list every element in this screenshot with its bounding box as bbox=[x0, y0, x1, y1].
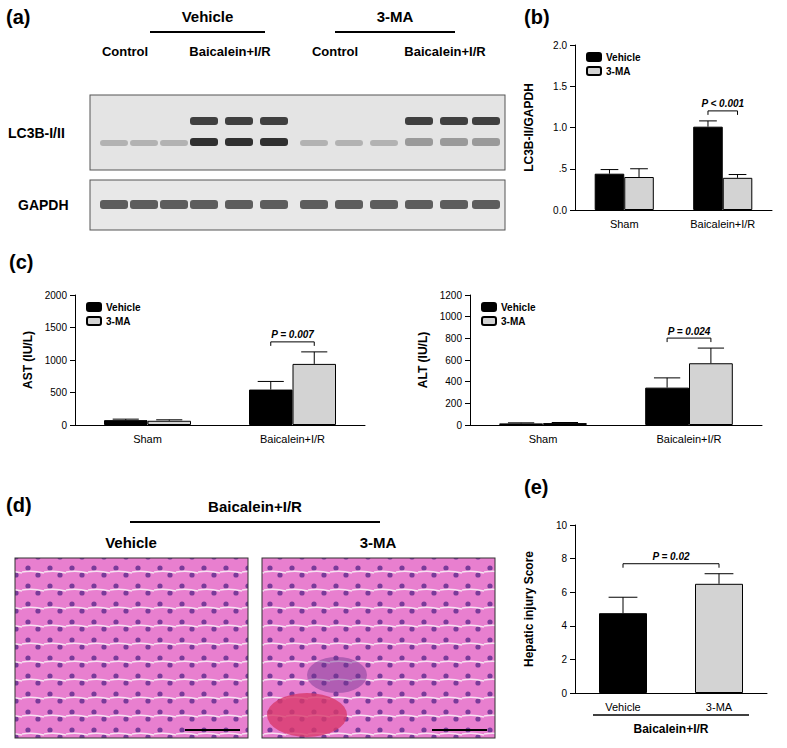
svg-text:3-MA: 3-MA bbox=[106, 316, 130, 327]
svg-text:GAPDH: GAPDH bbox=[18, 197, 69, 213]
svg-text:Baicalein+I/R: Baicalein+I/R bbox=[690, 218, 755, 230]
svg-text:(e): (e) bbox=[524, 476, 548, 498]
svg-text:600: 600 bbox=[445, 355, 462, 366]
svg-text:1000: 1000 bbox=[45, 355, 68, 366]
svg-text:P = 0.007: P = 0.007 bbox=[271, 329, 314, 340]
svg-text:0.0: 0.0 bbox=[553, 205, 567, 216]
svg-text:Control: Control bbox=[312, 44, 358, 59]
svg-text:Baicalein+I/R: Baicalein+I/R bbox=[404, 44, 486, 59]
svg-text:0: 0 bbox=[561, 688, 567, 699]
svg-text:Sham: Sham bbox=[610, 218, 639, 230]
svg-text:1.0: 1.0 bbox=[553, 122, 567, 133]
svg-text:1.5: 1.5 bbox=[553, 81, 567, 92]
svg-text:Baicalein+I/R: Baicalein+I/R bbox=[208, 498, 302, 515]
svg-text:200: 200 bbox=[445, 398, 462, 409]
svg-text:3-MA: 3-MA bbox=[706, 701, 733, 713]
svg-text:P < 0.001: P < 0.001 bbox=[701, 98, 744, 109]
svg-text:Vehicle: Vehicle bbox=[105, 534, 157, 551]
svg-text:0: 0 bbox=[61, 420, 67, 431]
svg-text:Vehicle: Vehicle bbox=[106, 302, 141, 313]
svg-text:2000: 2000 bbox=[45, 290, 68, 301]
svg-text:1500: 1500 bbox=[45, 322, 68, 333]
svg-text:Vehicle: Vehicle bbox=[605, 701, 640, 713]
svg-text:Vehicle: Vehicle bbox=[606, 52, 641, 63]
svg-text:2.0: 2.0 bbox=[553, 40, 567, 51]
svg-text:Vehicle: Vehicle bbox=[501, 302, 536, 313]
svg-text:Vehicle: Vehicle bbox=[182, 8, 234, 25]
svg-text:500: 500 bbox=[50, 387, 67, 398]
svg-text:1200: 1200 bbox=[440, 290, 463, 301]
svg-text:0: 0 bbox=[456, 420, 462, 431]
svg-text:.5: .5 bbox=[559, 163, 568, 174]
svg-text:6: 6 bbox=[561, 587, 567, 598]
svg-text:Baicalein+I/R: Baicalein+I/R bbox=[633, 722, 708, 736]
svg-text:P = 0.02: P = 0.02 bbox=[652, 551, 690, 562]
svg-text:400: 400 bbox=[445, 376, 462, 387]
svg-text:1000: 1000 bbox=[440, 311, 463, 322]
svg-text:800: 800 bbox=[445, 333, 462, 344]
svg-text:Baicalein+I/R: Baicalein+I/R bbox=[189, 44, 271, 59]
svg-text:4: 4 bbox=[561, 620, 567, 631]
svg-text:10: 10 bbox=[556, 520, 568, 531]
svg-text:LC3B-I/II: LC3B-I/II bbox=[8, 125, 65, 141]
svg-text:Sham: Sham bbox=[529, 433, 558, 445]
svg-text:AST (IU/L): AST (IU/L) bbox=[21, 331, 35, 389]
svg-text:(d): (d) bbox=[6, 494, 32, 516]
svg-text:3-MA: 3-MA bbox=[501, 316, 525, 327]
svg-text:LC3B-II/GAPDH: LC3B-II/GAPDH bbox=[522, 83, 536, 172]
svg-text:2: 2 bbox=[561, 654, 567, 665]
svg-text:Hepatic injury Score: Hepatic injury Score bbox=[522, 551, 536, 667]
svg-text:3-MA: 3-MA bbox=[360, 534, 397, 551]
svg-text:3-MA: 3-MA bbox=[606, 66, 630, 77]
svg-text:Control: Control bbox=[102, 44, 148, 59]
svg-text:(c): (c) bbox=[9, 251, 33, 273]
svg-text:P = 0.024: P = 0.024 bbox=[668, 326, 711, 337]
svg-text:Baicalein+I/R: Baicalein+I/R bbox=[260, 433, 325, 445]
svg-text:Sham: Sham bbox=[133, 433, 162, 445]
svg-text:ALT (IU/L): ALT (IU/L) bbox=[416, 332, 430, 388]
svg-text:3-MA: 3-MA bbox=[377, 8, 414, 25]
svg-text:(a): (a) bbox=[6, 6, 30, 28]
svg-text:8: 8 bbox=[561, 553, 567, 564]
svg-text:(b): (b) bbox=[524, 6, 550, 28]
svg-text:Baicalein+I/R: Baicalein+I/R bbox=[656, 433, 721, 445]
